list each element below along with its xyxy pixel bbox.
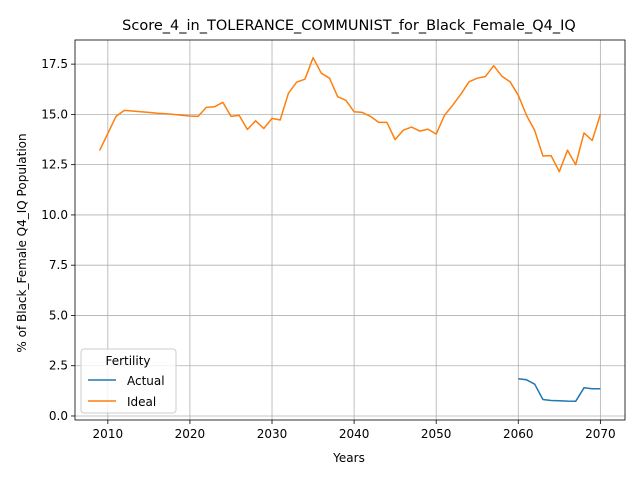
y-tick-label: 15.0 <box>41 107 68 121</box>
x-tick-label: 2040 <box>339 427 370 441</box>
y-tick-label: 17.5 <box>41 57 68 71</box>
x-tick-label: 2010 <box>93 427 124 441</box>
legend-label-ideal: Ideal <box>127 395 156 409</box>
y-tick-label: 12.5 <box>41 158 68 172</box>
series-line-actual <box>518 378 601 403</box>
x-axis-label: Years <box>332 451 365 465</box>
x-tick-label: 2030 <box>257 427 288 441</box>
y-tick-label: 5.0 <box>49 308 68 322</box>
y-tick-label: 0.0 <box>49 409 68 423</box>
x-axis-ticks: 2010 2020 2030 2040 2050 2060 2070 <box>93 420 616 441</box>
x-tick-label: 2050 <box>421 427 452 441</box>
y-tick-label: 10.0 <box>41 208 68 222</box>
legend-title: Fertility <box>105 354 150 368</box>
series-lines <box>98 56 602 403</box>
y-axis-label: % of Black_Female Q4_IQ Population <box>15 133 29 352</box>
legend: Fertility Actual Ideal <box>80 348 177 414</box>
chart-title: Score_4_in_TOLERANCE_COMMUNIST_for_Black… <box>122 18 576 34</box>
x-tick-label: 2070 <box>585 427 616 441</box>
x-tick-label: 2020 <box>175 427 206 441</box>
legend-box <box>80 348 177 414</box>
y-tick-label: 7.5 <box>49 258 68 272</box>
plot-area-frame <box>74 39 626 421</box>
x-tick-label: 2060 <box>503 427 534 441</box>
series-line-ideal <box>98 56 602 173</box>
y-tick-label: 2.5 <box>49 359 68 373</box>
legend-label-actual: Actual <box>127 374 165 388</box>
y-axis-ticks: 0.0 2.5 5.0 7.5 10.0 12.5 15.0 17.5 <box>41 57 75 423</box>
